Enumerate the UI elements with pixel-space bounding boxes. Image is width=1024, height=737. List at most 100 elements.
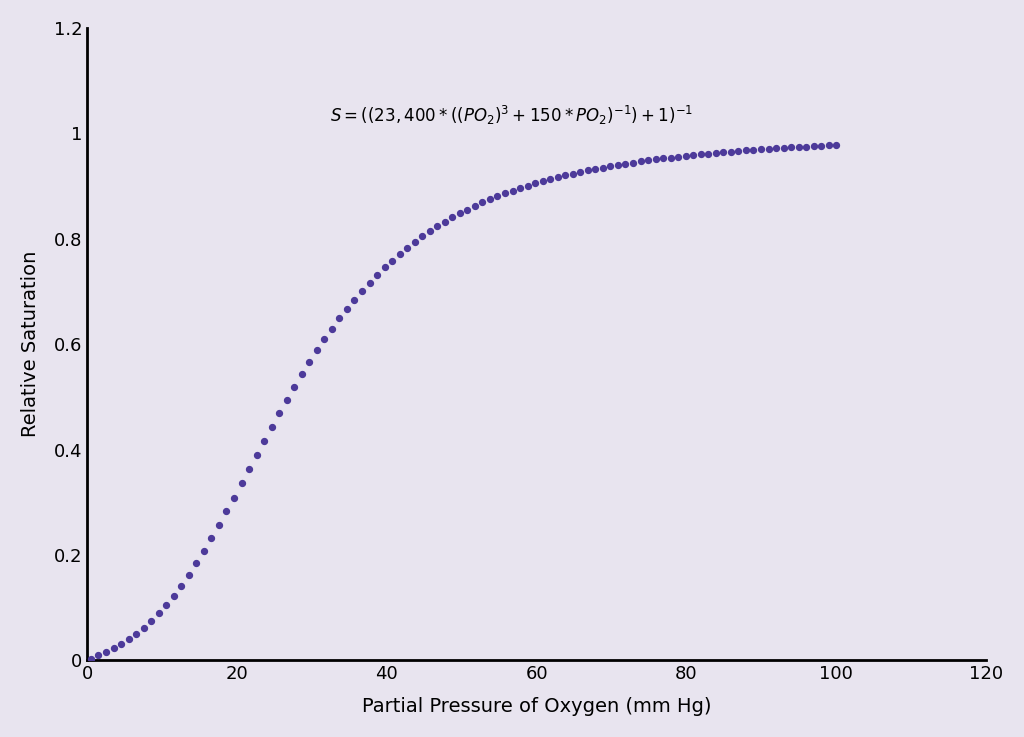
Point bbox=[369, 269, 385, 281]
Point bbox=[557, 170, 573, 181]
Point bbox=[617, 158, 634, 170]
Point bbox=[595, 161, 611, 173]
Point bbox=[444, 212, 461, 223]
X-axis label: Partial Pressure of Oxygen (mm Hg): Partial Pressure of Oxygen (mm Hg) bbox=[361, 697, 712, 716]
Point bbox=[346, 294, 362, 306]
Point bbox=[233, 478, 250, 489]
Point bbox=[279, 394, 295, 405]
Point bbox=[105, 642, 122, 654]
Point bbox=[647, 153, 664, 165]
Point bbox=[783, 142, 800, 153]
Point bbox=[196, 545, 212, 557]
Point bbox=[429, 220, 445, 232]
Point bbox=[655, 153, 672, 164]
Point bbox=[422, 226, 438, 237]
Point bbox=[316, 333, 333, 345]
Point bbox=[572, 166, 589, 178]
Point bbox=[256, 435, 272, 447]
Point bbox=[806, 140, 822, 152]
Point bbox=[173, 580, 189, 592]
Point bbox=[775, 142, 792, 154]
Text: $S=((23,400*((PO_2)^3+150*PO_2)^{-1})+1)^{-1}$: $S=((23,400*((PO_2)^3+150*PO_2)^{-1})+1)… bbox=[330, 104, 693, 127]
Point bbox=[135, 621, 152, 633]
Point bbox=[753, 144, 769, 156]
Point bbox=[249, 449, 265, 461]
Point bbox=[143, 615, 160, 626]
Point bbox=[640, 155, 656, 167]
Point bbox=[211, 520, 227, 531]
Point bbox=[481, 193, 498, 205]
Point bbox=[497, 187, 513, 199]
Point bbox=[241, 464, 257, 475]
Point bbox=[580, 164, 596, 176]
Point bbox=[791, 142, 807, 153]
Point bbox=[737, 144, 754, 156]
Point bbox=[820, 139, 837, 151]
Point bbox=[798, 141, 814, 153]
Point bbox=[633, 156, 649, 167]
Point bbox=[715, 147, 731, 158]
Point bbox=[692, 148, 709, 160]
Point bbox=[761, 143, 777, 155]
Point bbox=[414, 231, 430, 242]
Point bbox=[730, 145, 746, 157]
Point bbox=[768, 142, 784, 154]
Point bbox=[354, 285, 371, 297]
Point bbox=[384, 254, 400, 266]
Point bbox=[489, 190, 506, 202]
Point bbox=[98, 646, 115, 657]
Point bbox=[700, 147, 717, 159]
Point bbox=[527, 178, 544, 189]
Point bbox=[813, 140, 829, 152]
Point bbox=[263, 421, 280, 433]
Point bbox=[828, 139, 845, 151]
Point bbox=[158, 599, 174, 611]
Point bbox=[361, 276, 378, 288]
Point bbox=[512, 182, 528, 194]
Point bbox=[670, 151, 686, 163]
Point bbox=[602, 160, 618, 172]
Point bbox=[474, 197, 490, 209]
Point bbox=[308, 345, 325, 357]
Point bbox=[128, 628, 144, 640]
Point bbox=[166, 590, 182, 601]
Point bbox=[723, 146, 739, 158]
Y-axis label: Relative Saturation: Relative Saturation bbox=[20, 251, 40, 437]
Point bbox=[188, 557, 205, 569]
Point bbox=[399, 242, 416, 254]
Point bbox=[90, 649, 106, 661]
Point bbox=[550, 171, 566, 183]
Point bbox=[745, 144, 762, 156]
Point bbox=[180, 569, 197, 581]
Point bbox=[286, 381, 302, 393]
Point bbox=[459, 203, 475, 215]
Point bbox=[203, 533, 219, 545]
Point bbox=[564, 168, 581, 180]
Point bbox=[339, 303, 355, 315]
Point bbox=[331, 312, 347, 324]
Point bbox=[226, 492, 243, 503]
Point bbox=[218, 506, 234, 517]
Point bbox=[271, 408, 288, 419]
Point bbox=[505, 185, 521, 197]
Point bbox=[83, 653, 99, 665]
Point bbox=[113, 638, 129, 649]
Point bbox=[467, 200, 483, 212]
Point bbox=[151, 607, 167, 619]
Point bbox=[391, 248, 408, 260]
Point bbox=[324, 323, 340, 335]
Point bbox=[407, 236, 423, 248]
Point bbox=[678, 150, 694, 162]
Point bbox=[708, 147, 724, 159]
Point bbox=[542, 173, 558, 185]
Point bbox=[587, 163, 603, 175]
Point bbox=[436, 216, 453, 228]
Point bbox=[609, 159, 626, 171]
Point bbox=[535, 175, 551, 187]
Point bbox=[121, 633, 137, 645]
Point bbox=[377, 262, 393, 273]
Point bbox=[625, 157, 641, 169]
Point bbox=[452, 208, 468, 220]
Point bbox=[685, 149, 701, 161]
Point bbox=[301, 356, 317, 368]
